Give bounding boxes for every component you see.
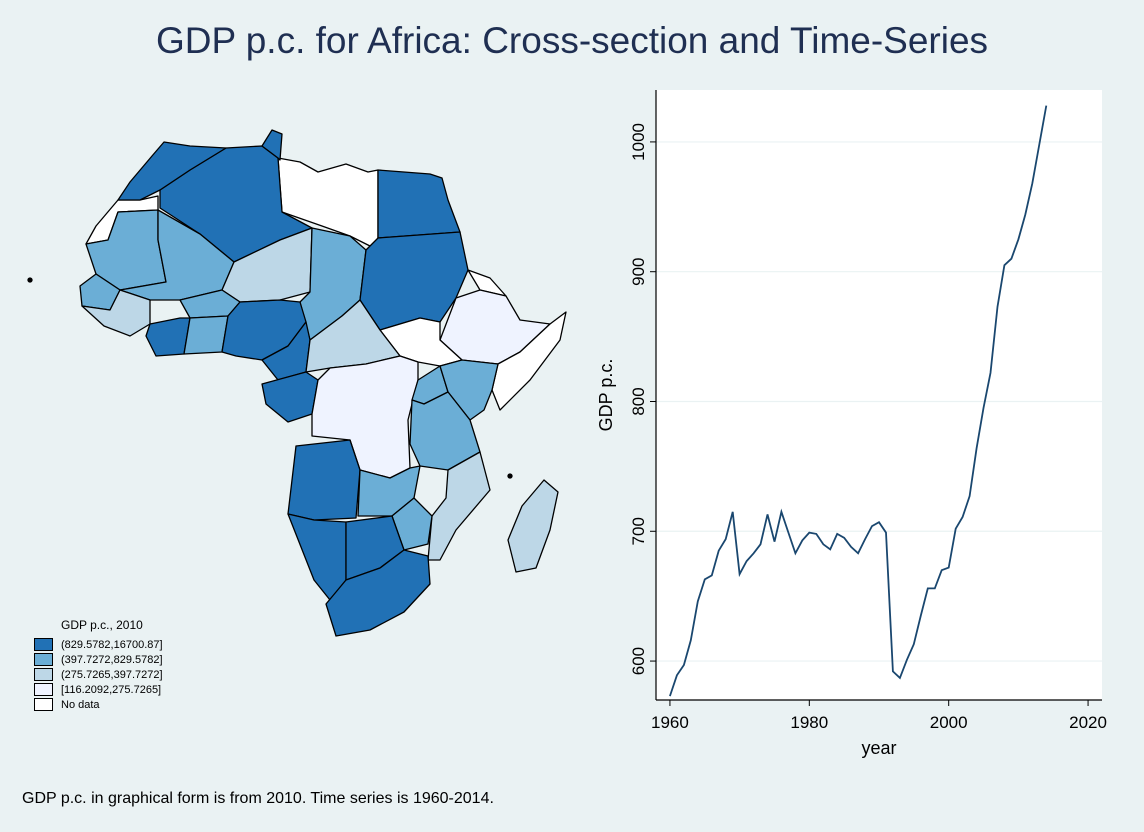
legend-item: (275.7265,397.7272] [34,667,163,682]
legend-label: [116.2092,275.7265] [61,683,162,696]
africa-choropleth-map [27,129,567,637]
legend-swatch [34,653,53,666]
map-region-mali [119,209,235,301]
map-region-namibia [287,513,347,601]
y-axis-label: GDP p.c. [596,359,616,432]
map-region-drc [311,355,419,479]
map-region-morocco [117,141,227,201]
map-region-somalia [491,311,567,411]
legend-item: [116.2092,275.7265] [34,682,163,697]
footnote: GDP p.c. in graphical form is from 2010.… [22,790,494,807]
gdp-time-series-chart: 600 700 800 900 1000 1960 1980 2000 2020 year GDP … [596,90,1107,758]
map-region-egypt [377,169,461,239]
map-region-ghana [183,315,229,355]
series-line [669,105,1048,697]
map-region-guinea [81,289,151,337]
map-region-zambia [357,465,421,517]
chart-title: GDP p.c. for Africa: Cross-section and T… [155,20,989,61]
plot-area [656,90,1102,700]
map-region-madagascar [507,479,559,573]
legend-label: (275.7265,397.7272] [61,668,163,681]
y-tick-label: 1000 [629,123,648,161]
map-region-cape-verde [27,277,33,283]
map-region-mozambique [427,451,491,561]
legend-label: (397.7272,829.5782] [61,653,163,666]
x-tick-label: 1980 [790,713,828,732]
map-region-congo [261,371,319,423]
map-region-comoros [507,473,513,479]
legend-item: No data [34,697,163,712]
y-tick-label: 600 [629,647,648,675]
legend-swatch [34,683,53,696]
legend-label: No data [61,698,100,711]
map-region-angola [287,439,361,521]
legend-label: (829.5782,16700.87] [61,638,163,651]
map-legend: GDP p.c., 2010 (829.5782,16700.87] (397.… [34,618,163,712]
legend-item: (397.7272,829.5782] [34,652,163,667]
y-tick-label: 800 [629,387,648,415]
y-tick-label: 900 [629,258,648,286]
map-region-cote-divoire [145,317,191,357]
x-tick-label: 2000 [930,713,968,732]
x-axis-label: year [861,738,896,758]
map-region-tunisia [261,129,283,161]
legend-title: GDP p.c., 2010 [61,618,143,632]
legend-swatch [34,668,53,681]
x-tick-label: 1960 [651,713,689,732]
legend-swatch [34,698,53,711]
x-tick-label: 2020 [1069,713,1107,732]
y-tick-label: 700 [629,517,648,545]
legend-swatch [34,638,53,651]
legend-item: (829.5782,16700.87] [34,637,163,652]
map-region-south-africa [325,549,431,637]
